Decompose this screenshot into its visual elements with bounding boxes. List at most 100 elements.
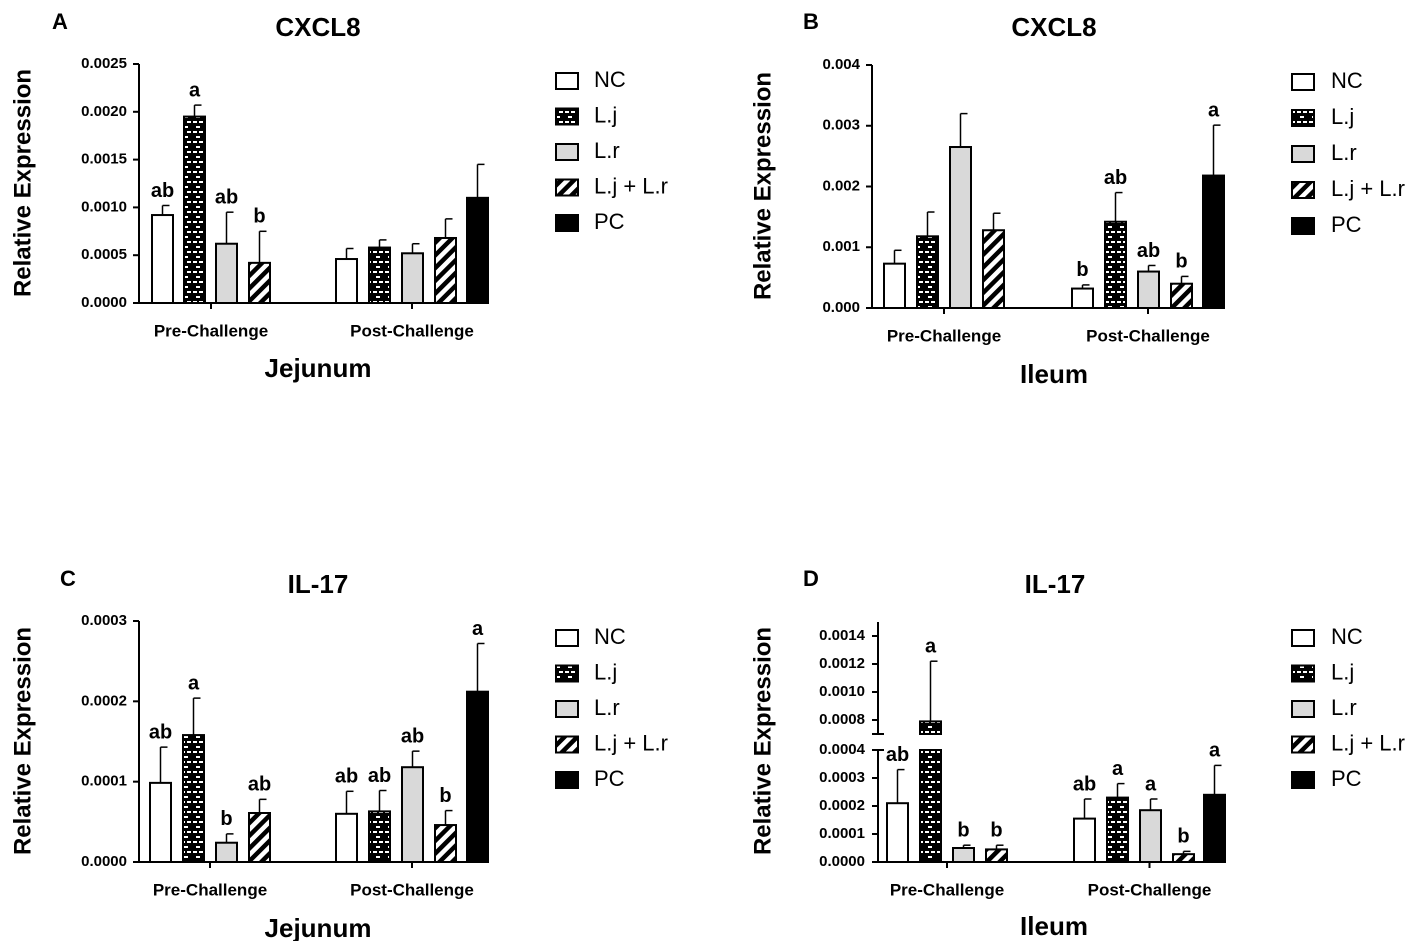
x-tick-label-pre-challenge: Pre-Challenge (890, 880, 1004, 899)
y-tick-label: 0.0002 (81, 692, 127, 709)
significance-label: a (472, 618, 484, 640)
y-tick-label: 0.0000 (819, 853, 865, 870)
legend-label-pc: PC (594, 766, 625, 791)
legend-label-nc: NC (594, 624, 626, 649)
y-axis-label: Relative Expression (9, 69, 36, 297)
bar-l-r (215, 242, 238, 304)
significance-label: ab (335, 766, 358, 788)
bar-l-j-l-r (1172, 853, 1195, 863)
bar-nc (149, 781, 172, 863)
bar-l-r (401, 252, 424, 304)
bar-l-j-l-r (1170, 282, 1193, 310)
y-tick-label: 0.0005 (81, 246, 127, 263)
y-tick-label: 0.0010 (81, 198, 127, 215)
legend-swatch-l-r (1291, 145, 1315, 163)
legend-swatch-l-j-l-r (1291, 181, 1315, 199)
y-axis-label: Relative Expression (749, 627, 776, 855)
bar-l-j (183, 115, 206, 304)
bar-l-j-l-r (982, 229, 1005, 310)
bar-l-j (919, 749, 942, 863)
significance-label: b (1175, 251, 1187, 273)
bar-l-r (952, 847, 975, 863)
significance-label: ab (215, 186, 238, 208)
legend-label-l-j-l-r: L.j + L.r (1331, 730, 1405, 755)
legend-swatch-pc (555, 214, 579, 232)
bar-l-r (1139, 809, 1162, 864)
x-axis-label: Jejunum (265, 353, 372, 383)
y-tick-label: 0.0002 (819, 797, 865, 814)
chart-title: IL-17 (288, 569, 349, 599)
legend-swatch-l-r (555, 700, 579, 718)
significance-label: b (220, 808, 232, 830)
bar-l-r (949, 146, 972, 309)
legend: NC L.j L.r L.j + L.r PC (1291, 624, 1405, 791)
axes: 0.0000 0.0005 0.0010 0.0015 0.0020 0.0025 Pre-… (81, 55, 485, 340)
legend-label-l-r: L.r (1331, 140, 1357, 165)
significance-label: b (957, 819, 969, 841)
significance-label: b (1177, 826, 1189, 848)
legend-swatch-nc (555, 72, 579, 90)
bar-pc (466, 196, 489, 304)
y-tick-label: 0.0003 (819, 769, 865, 786)
significance-label: ab (149, 721, 172, 743)
x-tick-label-pre-challenge: Pre-Challenge (153, 880, 267, 899)
chart-title: CXCL8 (275, 12, 360, 42)
bar-l-j (916, 235, 939, 309)
axes: 0.0000 0.0001 0.0002 0.0003 0.0004 0.0008 0.00… (819, 622, 1223, 899)
significance-label: a (1209, 740, 1221, 762)
significance-label: ab (401, 725, 424, 747)
x-tick-label-post-challenge: Post-Challenge (350, 321, 474, 340)
bar-nc (335, 258, 358, 304)
bar-pc (466, 690, 489, 864)
bar-l-j-upper (919, 720, 942, 736)
x-tick-label-pre-challenge: Pre-Challenge (887, 326, 1001, 345)
legend-label-nc: NC (594, 67, 626, 92)
legend-swatch-l-j (1291, 109, 1315, 127)
y-tick-label: 0.0008 (819, 711, 865, 728)
bar-nc (1073, 817, 1096, 863)
significance-label: a (189, 79, 201, 101)
bar-l-j-l-r (248, 811, 271, 863)
y-tick-label: 0.002 (822, 177, 860, 194)
bar-l-j (368, 810, 391, 864)
bar-l-r (215, 841, 238, 863)
legend-swatch-nc (555, 629, 579, 647)
significance-label: ab (1104, 167, 1127, 189)
chart-title: IL-17 (1025, 569, 1086, 599)
significance-label: a (1112, 758, 1124, 780)
legend-swatch-l-j-l-r (555, 735, 579, 754)
significance-label: a (1208, 99, 1220, 121)
legend-label-pc: PC (1331, 766, 1362, 791)
legend-swatch-l-j (555, 664, 579, 683)
panel-label: A (52, 9, 68, 34)
x-axis-label: Ileum (1020, 359, 1088, 389)
x-tick-label-post-challenge: Post-Challenge (1088, 880, 1212, 899)
legend-label-l-j: L.j (594, 102, 617, 127)
legend-swatch-pc (1291, 771, 1315, 789)
y-tick-label: 0.000 (822, 299, 860, 316)
y-tick-label: 0.001 (822, 238, 860, 255)
y-tick-label: 0.0012 (819, 655, 865, 672)
bar-nc (883, 262, 906, 309)
legend-swatch-l-j-l-r (555, 178, 579, 197)
bar-l-j (1104, 220, 1127, 309)
significance-label: ab (1137, 240, 1160, 262)
x-axis-label: Jejunum (265, 913, 372, 941)
significance-label: ab (1073, 773, 1096, 795)
x-axis-label: Ileum (1020, 911, 1088, 941)
legend-label-l-r: L.r (1331, 695, 1357, 720)
legend: NC L.j L.r L.j + L.r PC (555, 67, 668, 234)
legend-label-l-j-l-r: L.j + L.r (1331, 176, 1405, 201)
legend-swatch-l-j-l-r (1291, 735, 1315, 754)
y-axis-label: Relative Expression (9, 627, 36, 855)
significance-label: ab (368, 765, 391, 787)
legend-swatch-l-r (555, 143, 579, 161)
bar-l-r (401, 766, 424, 863)
bar-l-j-l-r (248, 261, 271, 304)
